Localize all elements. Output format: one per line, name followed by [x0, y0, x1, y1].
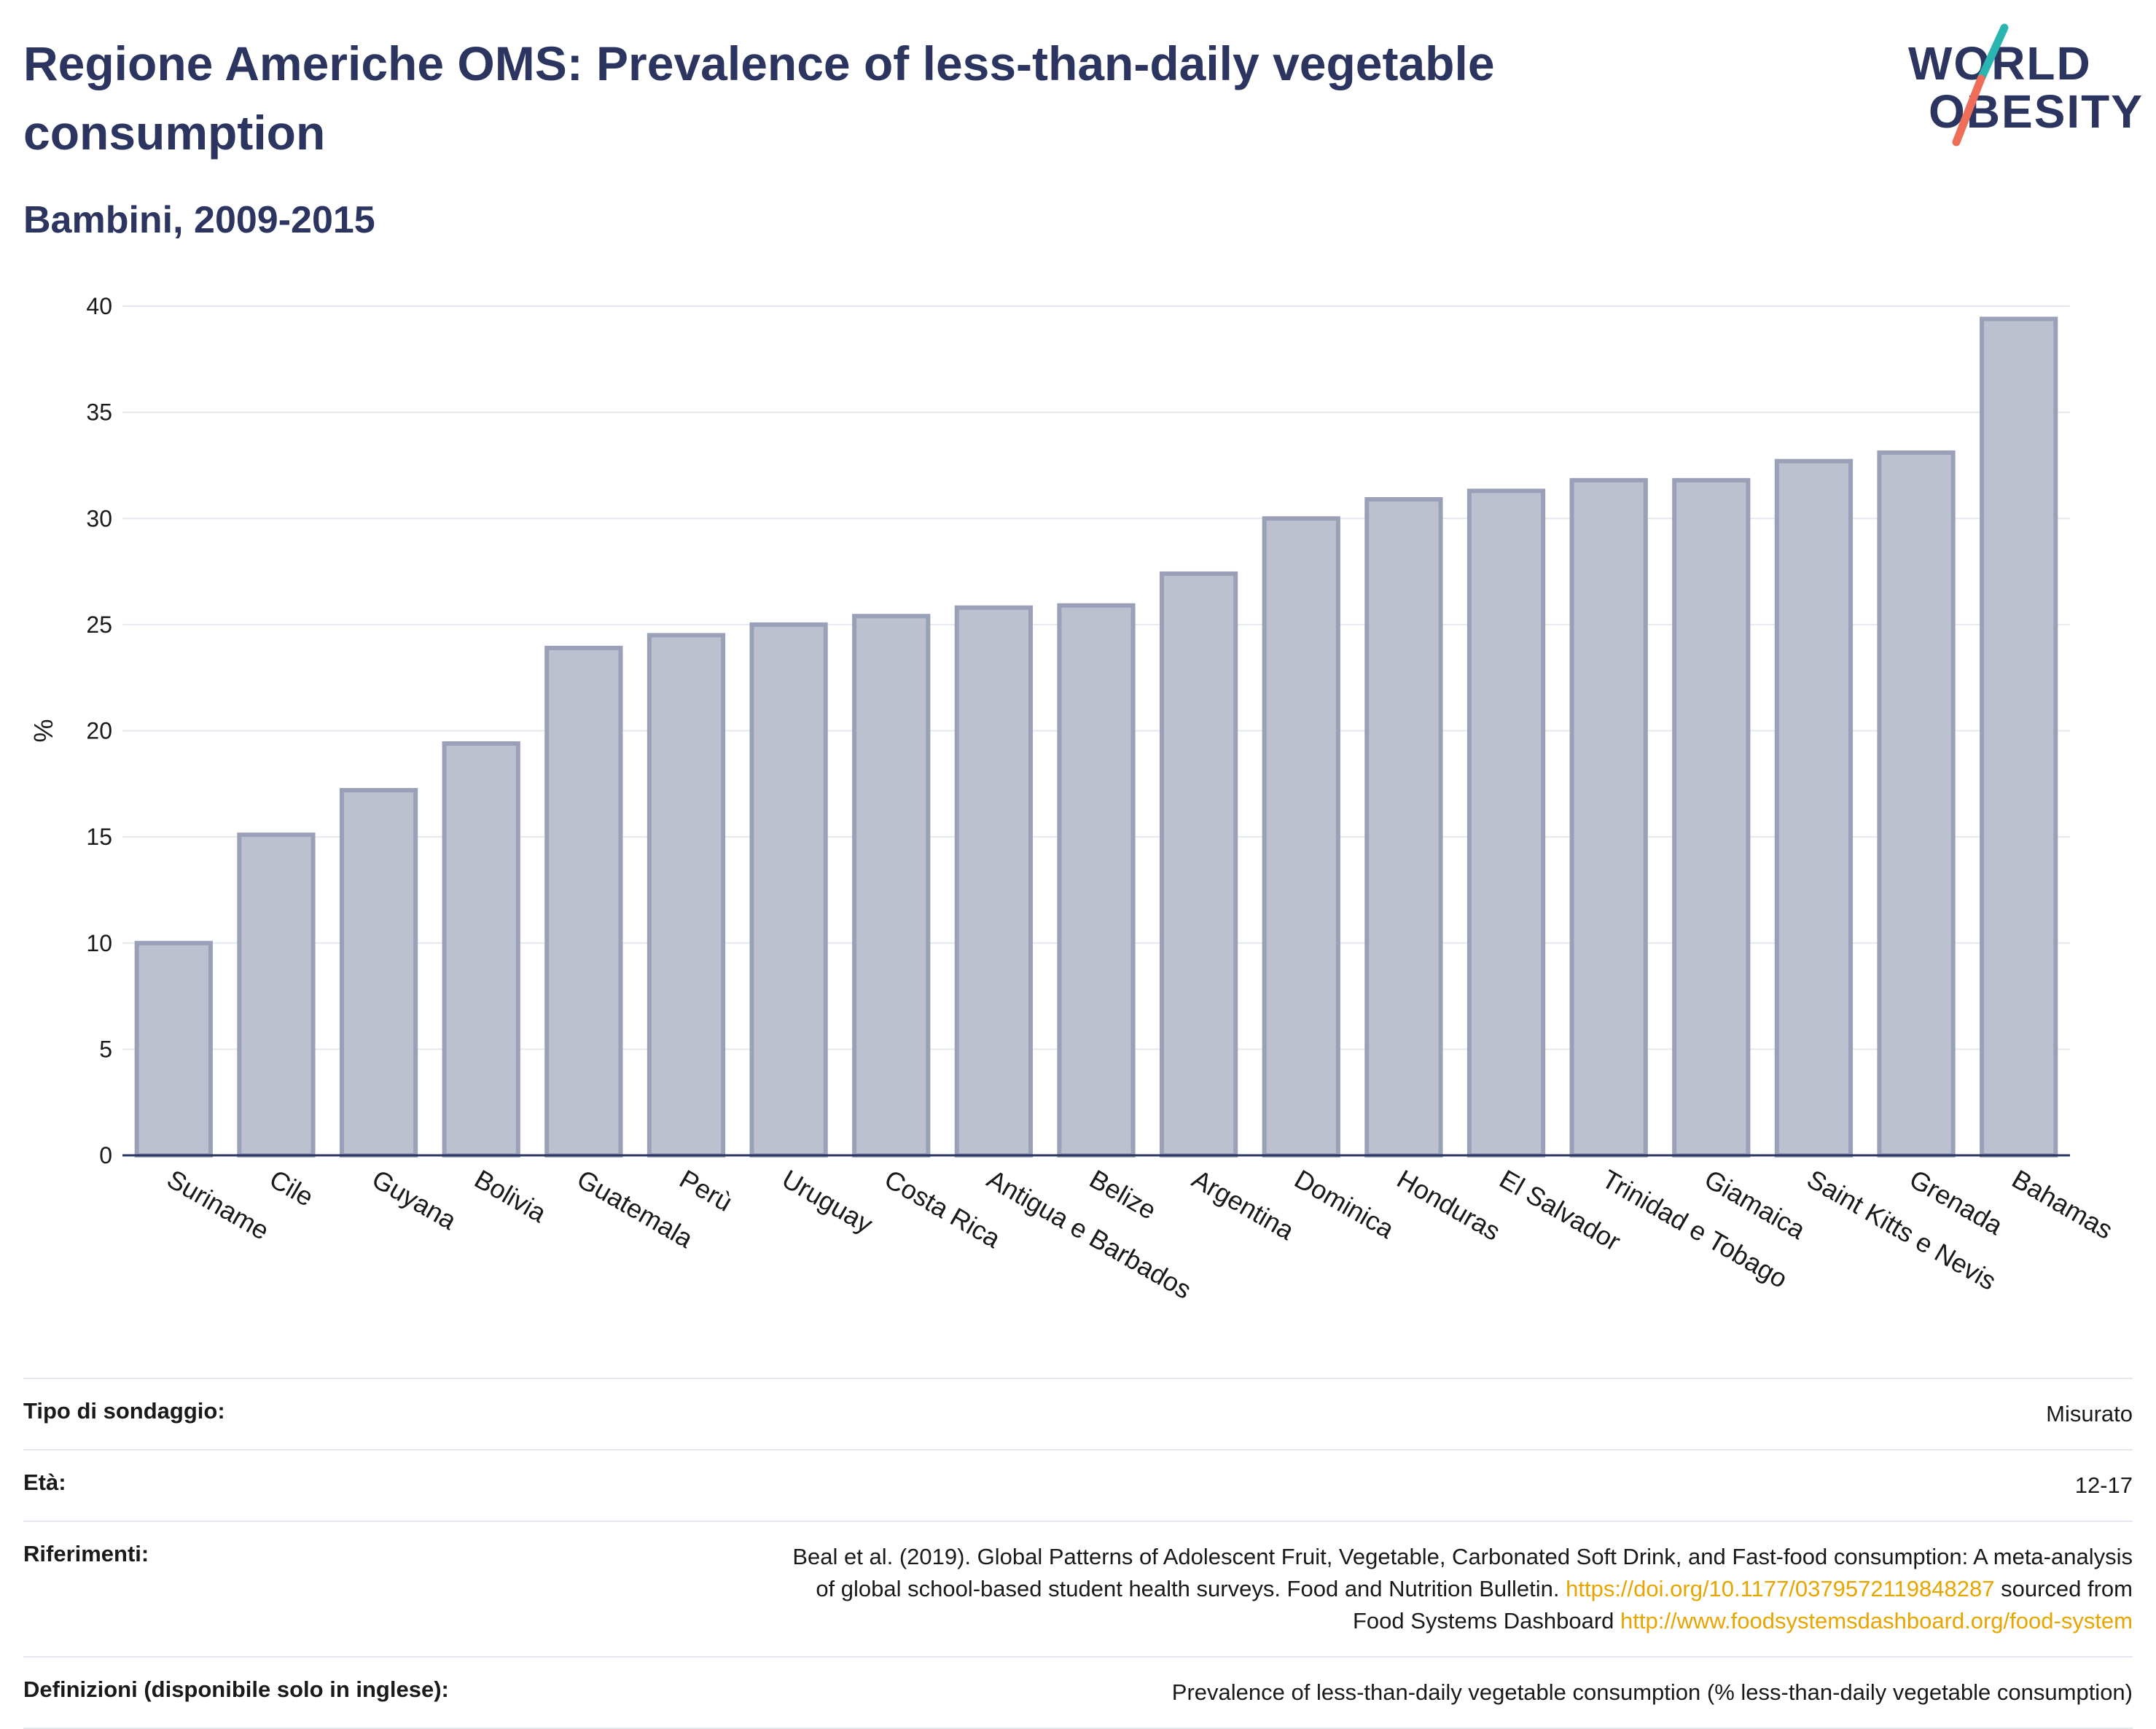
y-tick-label: 40 [86, 293, 112, 319]
x-tick-label: Dominica [1289, 1163, 1399, 1244]
y-tick-label: 5 [99, 1036, 112, 1062]
bar [1877, 450, 1956, 1158]
info-row-definitions: Definizioni (disponibile solo in inglese… [23, 1656, 2133, 1729]
bar [1569, 477, 1648, 1158]
y-tick-label: 15 [86, 824, 112, 850]
y-tick-label: 25 [86, 612, 112, 638]
survey-type-value: Misurato [2046, 1401, 2133, 1426]
food-systems-link[interactable]: http://www.foodsystemsdashboard.org/food… [1620, 1608, 2133, 1634]
world-obesity-logo: WORLD OBESITY [1902, 22, 2143, 153]
x-tick-label: Honduras [1392, 1163, 1506, 1246]
bar [134, 940, 213, 1158]
references-text-4: Food Systems Dashboard [1352, 1608, 1620, 1634]
bar [1672, 477, 1751, 1158]
info-row-references: Riferimenti: Beal et al. (2019). Global … [23, 1521, 2133, 1656]
x-tick-label: Uruguay [777, 1163, 878, 1239]
bar [647, 633, 726, 1158]
bar [1466, 488, 1546, 1158]
age-value: 12-17 [2074, 1472, 2133, 1499]
x-tick-label: Saint Kitts e Nevis [1802, 1163, 2001, 1296]
x-tick-label: Guyana [367, 1163, 463, 1236]
x-tick-label: Costa Rica [880, 1163, 1007, 1254]
chart-subtitle: Bambini, 2009-2015 [23, 199, 375, 241]
info-row-survey: Tipo di sondaggio: Misurato [23, 1378, 2133, 1449]
bar [954, 605, 1033, 1158]
bar [1160, 571, 1238, 1158]
references-text-1: Beal et al. (2019). Global Patterns of A… [792, 1544, 2133, 1570]
bar [237, 832, 316, 1158]
info-table: Tipo di sondaggio: Misurato Età: 12-17 R… [23, 1378, 2133, 1729]
x-tick-label: Belize [1085, 1163, 1161, 1225]
bar [544, 645, 623, 1158]
references-text-3: sourced from [1994, 1576, 2133, 1602]
logo-slash-icon [1952, 23, 2009, 147]
info-row-age: Età: 12-17 [23, 1449, 2133, 1521]
x-tick-label: Argentina [1187, 1163, 1300, 1246]
age-label: Età: [23, 1470, 66, 1496]
bar [1774, 458, 1854, 1158]
y-tick-label: 35 [86, 399, 112, 426]
doi-link[interactable]: https://doi.org/10.1177/0379572119848287 [1566, 1576, 1995, 1602]
references-text-2: of global school-based student health su… [816, 1576, 1566, 1602]
survey-type-label: Tipo di sondaggio: [23, 1398, 225, 1424]
bar [442, 741, 520, 1158]
x-tick-label: Guatemala [572, 1163, 699, 1254]
y-tick-label: 0 [99, 1142, 112, 1168]
definitions-value: Prevalence of less-than-daily vegetable … [1171, 1679, 2133, 1706]
x-tick-label: Suriname [162, 1163, 274, 1246]
y-axis-label: % [28, 719, 58, 742]
bar [1262, 516, 1340, 1158]
bar [339, 788, 418, 1158]
chart-title: Regione Americhe OMS: Prevalence of less… [23, 36, 1495, 160]
y-tick-label: 30 [86, 505, 112, 531]
definitions-label: Definizioni (disponibile solo in inglese… [23, 1677, 449, 1703]
y-tick-label: 20 [86, 718, 112, 744]
x-tick-label: Trinidad e Tobago [1597, 1163, 1792, 1294]
bar [1980, 316, 2058, 1158]
bar [1364, 497, 1443, 1158]
x-tick-label: Perù [674, 1163, 737, 1217]
x-tick-label: Bahamas [2007, 1163, 2118, 1245]
bar [852, 614, 931, 1158]
x-tick-label: Cile [265, 1163, 319, 1212]
y-tick-label: 10 [86, 930, 112, 956]
x-tick-label: Bolivia [469, 1163, 552, 1228]
references-label: Riferimenti: [23, 1541, 149, 1567]
bar [749, 622, 828, 1158]
bar [1057, 603, 1136, 1158]
references-value: Beal et al. (2019). Global Patterns of A… [792, 1541, 2133, 1637]
